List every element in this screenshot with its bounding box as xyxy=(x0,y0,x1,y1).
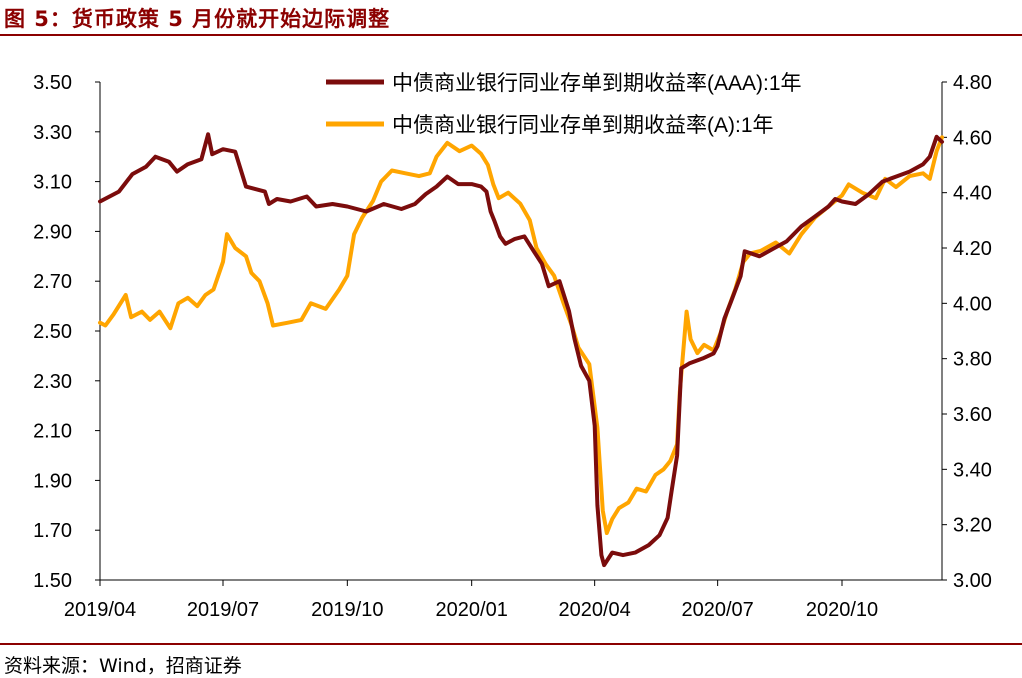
left-y-tick-label: 2.10 xyxy=(33,421,72,443)
series-line-aaa xyxy=(98,132,944,568)
legend-item-aaa-label: 中债商业银行同业存单到期收益率(AAA):1年 xyxy=(392,72,802,95)
left-y-tick-label: 3.10 xyxy=(33,172,72,194)
x-tick-label: 2020/01 xyxy=(436,599,508,621)
right-y-tick-label: 4.00 xyxy=(953,293,992,315)
left-y-tick-label: 1.50 xyxy=(33,570,72,592)
series-line-a xyxy=(98,135,944,535)
right-y-tick-label: 3.20 xyxy=(953,515,992,537)
x-tick-label: 2020/04 xyxy=(559,599,631,621)
right-y-tick-label: 4.20 xyxy=(953,238,992,260)
right-y-tick-label: 4.60 xyxy=(953,127,992,149)
title-rule xyxy=(0,34,1022,36)
x-tick-label: 2019/07 xyxy=(187,599,259,621)
axes-layer: 1.50 1.70 1.90 2.10 2.30 2.50 2.70 2.90 3.10 3.30… xyxy=(33,72,992,621)
right-y-tick-label: 3.00 xyxy=(953,570,992,592)
figure-title: 图 5：货币政策 5 月份就开始边际调整 xyxy=(4,7,391,31)
x-tick-label: 2020/10 xyxy=(806,599,878,621)
x-tick-label: 2019/04 xyxy=(64,599,136,621)
left-y-tick-label: 2.50 xyxy=(33,321,72,343)
right-y-tick-label: 3.60 xyxy=(953,404,992,426)
left-y-tick-label: 2.90 xyxy=(33,221,72,243)
left-y-tick-label: 1.70 xyxy=(33,520,72,542)
left-y-tick-label: 2.70 xyxy=(33,271,72,293)
right-y-tick-label: 4.40 xyxy=(953,183,992,205)
series-layer xyxy=(98,132,944,568)
source-note: 资料来源：Wind，招商证券 xyxy=(4,655,242,677)
left-y-tick-label: 1.90 xyxy=(33,470,72,492)
right-y-tick-label: 3.80 xyxy=(953,349,992,371)
x-tick-label: 2019/10 xyxy=(311,599,383,621)
left-y-tick-label: 3.50 xyxy=(33,72,72,94)
left-y-tick-label: 3.30 xyxy=(33,122,72,144)
legend-item-a-label: 中债商业银行同业存单到期收益率(A):1年 xyxy=(392,114,774,137)
x-tick-label: 2020/07 xyxy=(681,599,753,621)
left-y-tick-label: 2.30 xyxy=(33,371,72,393)
right-y-tick-label: 3.40 xyxy=(953,459,992,481)
chart-legend: 中债商业银行同业存单到期收益率(AAA):1年中债商业银行同业存单到期收益率(A… xyxy=(326,72,802,137)
right-y-tick-label: 4.80 xyxy=(953,72,992,94)
source-rule xyxy=(0,643,1022,645)
